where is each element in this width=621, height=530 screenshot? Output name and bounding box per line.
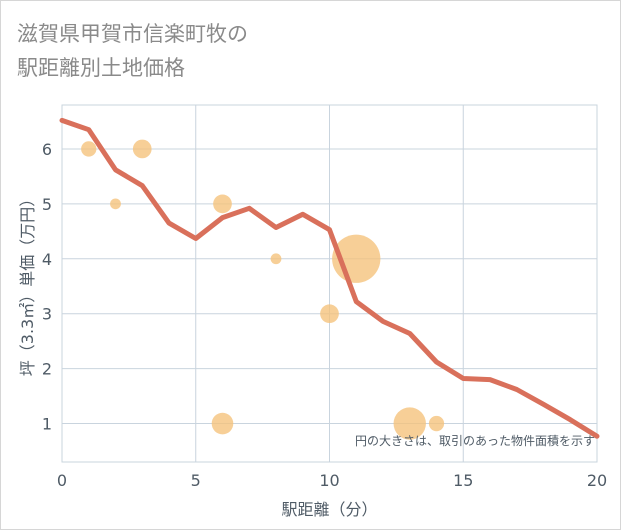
data-bubble xyxy=(428,415,445,432)
trend-line xyxy=(59,117,600,439)
y-tick-label: 4 xyxy=(42,250,52,269)
y-axis-title: 坪（3.3㎡）単価（万円） xyxy=(18,191,37,376)
size-legend-note: 円の大きさは、取引のあった物件面積を示す xyxy=(355,433,595,448)
x-tick-label: 15 xyxy=(453,471,473,490)
data-bubble xyxy=(110,198,121,210)
chart-title-line-1: 滋賀県甲賀市信楽町牧の xyxy=(17,22,248,46)
y-tick-label: 1 xyxy=(42,415,52,434)
data-bubble xyxy=(132,139,152,159)
data-bubble xyxy=(211,412,234,435)
data-bubble xyxy=(320,304,339,324)
chart-title: 滋賀県甲賀市信楽町牧の 駅距離別土地価格 xyxy=(17,17,248,85)
y-tick-label: 6 xyxy=(42,140,52,159)
x-tick-label: 20 xyxy=(587,471,607,490)
x-axis-title: 駅距離（分） xyxy=(281,500,377,519)
y-tick-label: 2 xyxy=(42,360,52,379)
y-tick-label: 3 xyxy=(42,305,52,324)
data-bubble xyxy=(270,253,282,265)
chart-title-line-2: 駅距離別土地価格 xyxy=(17,56,185,80)
data-bubble xyxy=(213,194,232,214)
data-bubble xyxy=(81,141,97,157)
x-tick-label: 0 xyxy=(57,471,67,490)
data-bubble xyxy=(393,407,426,440)
x-tick-label: 5 xyxy=(191,471,201,490)
y-tick-label: 5 xyxy=(42,195,52,214)
x-tick-label: 10 xyxy=(319,471,339,490)
